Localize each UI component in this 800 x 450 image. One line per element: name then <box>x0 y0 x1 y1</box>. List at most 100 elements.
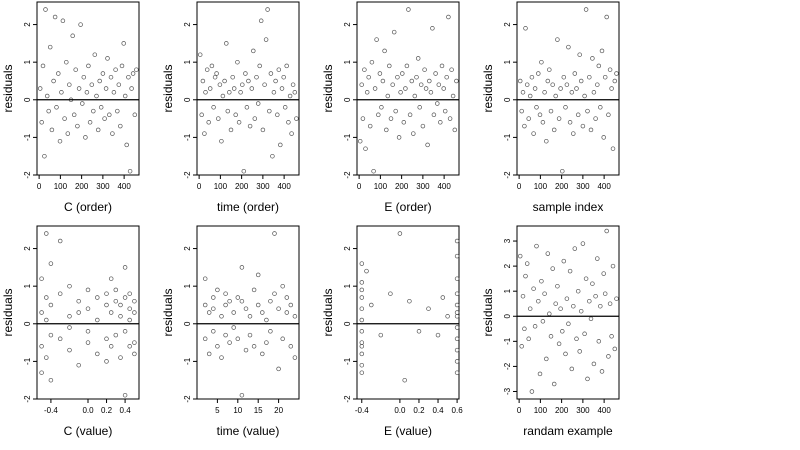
data-point <box>544 138 549 144</box>
y-tick-label: 0 <box>343 321 352 326</box>
data-point <box>522 123 527 129</box>
data-point <box>284 310 290 315</box>
data-point <box>569 90 575 95</box>
data-point <box>244 105 250 110</box>
x-tick-label: 10 <box>233 406 242 415</box>
data-point <box>276 67 282 72</box>
data-point <box>359 280 365 285</box>
data-point <box>569 366 575 372</box>
data-point <box>454 302 460 308</box>
data-point <box>264 340 269 345</box>
data-point <box>267 108 272 114</box>
data-point <box>292 90 298 95</box>
data-point <box>454 325 460 330</box>
data-point <box>231 86 237 91</box>
data-point <box>48 302 54 308</box>
data-point <box>223 332 228 338</box>
data-point <box>86 63 91 69</box>
data-point <box>127 291 132 296</box>
data-point <box>571 303 576 309</box>
y-tick-label: 0 <box>23 321 32 326</box>
data-point <box>225 108 231 114</box>
data-point <box>67 347 72 353</box>
y-tick-label: -2 <box>503 171 512 179</box>
data-point <box>83 135 88 140</box>
data-point <box>235 336 241 342</box>
y-axis-label: residuals <box>1 288 15 336</box>
data-point <box>44 93 50 99</box>
data-point <box>574 336 579 342</box>
data-point <box>362 67 367 72</box>
data-point <box>536 71 541 76</box>
data-point <box>104 359 109 364</box>
data-point <box>113 67 118 72</box>
data-point <box>440 295 446 300</box>
data-point <box>203 90 208 95</box>
data-point <box>454 370 460 375</box>
data-point <box>428 90 434 95</box>
x-tick-label: 0.2 <box>413 406 425 415</box>
data-point <box>548 334 554 339</box>
y-tick-label: -2 <box>23 171 32 179</box>
data-point <box>95 317 100 323</box>
data-point <box>280 336 285 342</box>
data-point <box>369 302 374 308</box>
data-point <box>252 116 258 121</box>
data-point <box>233 112 238 118</box>
data-point <box>407 112 413 118</box>
y-tick-label: -2 <box>343 395 352 403</box>
data-point <box>606 112 611 118</box>
plot-frame <box>356 1 460 176</box>
data-point <box>563 351 568 357</box>
x-tick-label: 0.0 <box>394 406 406 415</box>
data-point <box>243 306 249 311</box>
data-point <box>445 314 450 319</box>
data-point <box>222 78 227 84</box>
y-tick-label: -2 <box>183 395 192 403</box>
data-point <box>551 127 557 133</box>
x-tick-label: 100 <box>214 182 228 191</box>
y-tick-label: -1 <box>343 133 352 141</box>
x-tick-label: 0.0 <box>82 406 94 415</box>
data-point <box>387 63 392 69</box>
data-point <box>578 308 584 314</box>
data-point <box>118 314 123 319</box>
y-axis-label: residuals <box>161 64 175 112</box>
data-point <box>379 105 384 110</box>
data-point <box>272 231 277 236</box>
data-point <box>412 93 418 99</box>
data-point <box>360 116 366 121</box>
data-point <box>251 48 256 54</box>
x-tick-label: 0 <box>517 406 522 415</box>
data-point <box>517 253 523 259</box>
data-point <box>397 231 403 236</box>
data-point <box>385 93 391 99</box>
data-point <box>359 329 365 334</box>
data-point <box>290 82 296 87</box>
data-point <box>560 168 565 174</box>
y-tick-label: 1 <box>23 283 32 288</box>
data-point <box>95 351 100 357</box>
x-tick-label: 200 <box>75 182 89 191</box>
data-point <box>595 82 600 87</box>
data-point <box>420 123 426 129</box>
y-tick-label: 3 <box>503 238 512 243</box>
y-tick-label: -3 <box>503 387 512 395</box>
data-point <box>108 310 114 315</box>
data-point <box>536 298 541 304</box>
x-tick-label: 15 <box>254 406 263 415</box>
data-point <box>591 361 597 367</box>
data-point <box>454 276 460 281</box>
scatter-panel-6: 5 10 15 20 -2 -1 0 1 2 time (value) residuals <box>161 225 300 438</box>
x-tick-label: 400 <box>597 182 611 191</box>
x-tick-label: 200 <box>555 182 569 191</box>
data-point <box>107 112 112 118</box>
data-point <box>363 146 368 151</box>
data-point <box>572 246 578 251</box>
data-point <box>57 138 63 144</box>
x-axis-label: randam example <box>523 424 613 438</box>
data-point <box>85 306 91 311</box>
data-point <box>435 101 440 106</box>
x-axis-label: E (value) <box>384 424 432 438</box>
data-point <box>284 295 290 300</box>
